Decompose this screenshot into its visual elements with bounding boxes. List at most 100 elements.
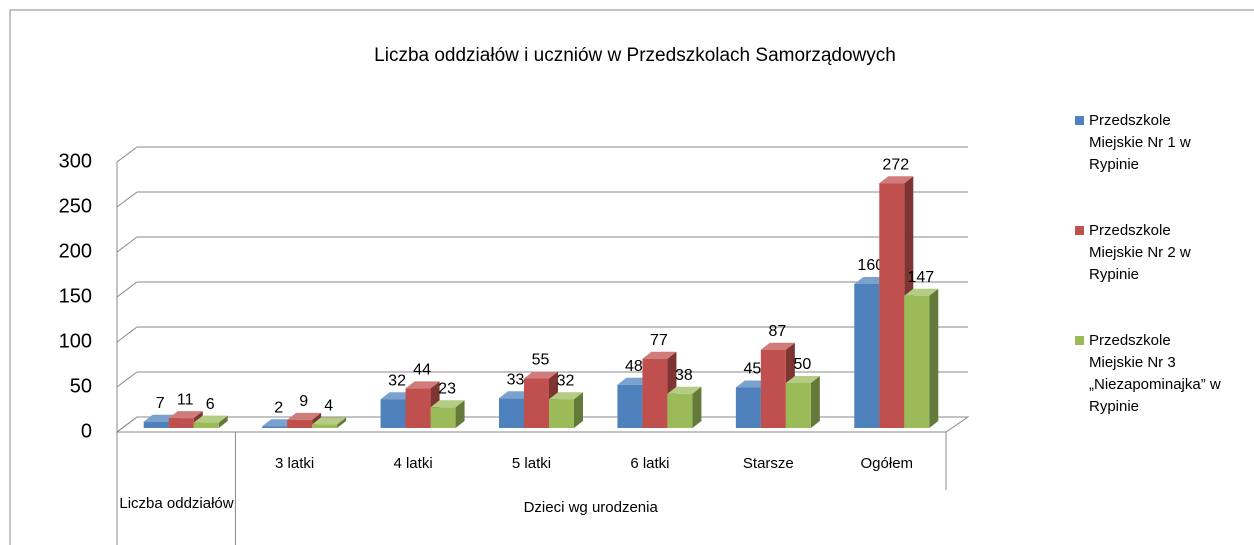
bar-side	[692, 386, 702, 428]
category-label: 3 latki	[275, 455, 314, 472]
bar-front	[854, 284, 880, 428]
legend-swatch	[1075, 336, 1084, 345]
bar-front	[617, 384, 643, 428]
value-label: 38	[675, 367, 693, 384]
value-label: 48	[625, 358, 643, 375]
bar-front	[735, 387, 761, 428]
group-label: Dzieci wg urodzenia	[524, 499, 659, 516]
bar-top	[168, 411, 203, 419]
value-label: 77	[650, 332, 668, 349]
value-label: 11	[177, 391, 194, 408]
value-label: 44	[413, 362, 431, 379]
bar-top	[760, 342, 795, 350]
legend-entry: Przedszkole Miejskie Nr 3 „Niezapominajk…	[1075, 330, 1245, 415]
bar-front	[499, 398, 524, 428]
bar-front	[312, 424, 338, 428]
value-label: 23	[438, 381, 456, 398]
y-tick-label: 150	[59, 285, 92, 307]
value-label: 9	[299, 393, 308, 410]
y-tick-label: 250	[59, 195, 92, 217]
category-label: Starsze	[743, 455, 794, 472]
bar-top	[667, 386, 702, 394]
value-label: 32	[388, 372, 406, 389]
category-label: 5 latki	[512, 455, 551, 472]
bar-side	[218, 415, 228, 428]
category-label: Ogółem	[861, 455, 914, 472]
bar-front	[549, 399, 574, 428]
y-tick-label: 300	[59, 150, 92, 172]
bar-side	[929, 288, 939, 428]
bar-front	[785, 383, 811, 428]
value-label: 33	[507, 372, 525, 389]
value-label: 45	[743, 361, 761, 378]
value-label: 50	[793, 356, 811, 373]
value-label: 147	[907, 269, 934, 286]
bar-front	[168, 418, 194, 428]
value-label: 32	[557, 372, 575, 389]
bar-top	[193, 415, 228, 423]
bar	[785, 376, 820, 428]
bar-front	[667, 393, 693, 428]
bar-top	[904, 288, 939, 296]
bar-front	[143, 421, 169, 428]
value-label: 272	[882, 156, 909, 173]
value-label: 160	[857, 257, 884, 274]
legend-swatch	[1075, 226, 1084, 235]
bar-top	[549, 392, 583, 400]
bar-front	[430, 407, 456, 428]
grid-line	[116, 281, 138, 298]
y-tick-label: 0	[81, 420, 92, 442]
value-label: 2	[274, 399, 283, 416]
value-label: 6	[206, 396, 215, 413]
value-label: 4	[324, 398, 333, 415]
grid-line	[116, 146, 138, 163]
legend-entry: Przedszkole Miejskie Nr 2 w Rypinie	[1075, 220, 1245, 283]
bar	[312, 417, 347, 428]
value-label: 87	[768, 323, 786, 340]
bar-front	[193, 422, 219, 428]
y-tick-label: 200	[59, 240, 92, 262]
legend-text: Przedszkole Miejskie Nr 2 w Rypinie	[1089, 222, 1191, 283]
chart-title: Liczba oddziałów i uczniów w Przedszkola…	[374, 45, 896, 66]
category-label: 4 latki	[393, 455, 432, 472]
bar	[904, 288, 939, 428]
bar-front	[287, 419, 313, 428]
bar-front	[642, 358, 668, 428]
bar-front	[405, 388, 431, 428]
bar-side	[455, 400, 465, 428]
bar-top	[405, 381, 440, 389]
bar-front	[524, 378, 549, 428]
bar	[549, 392, 583, 428]
bar-side	[337, 417, 347, 428]
bar-top	[524, 371, 558, 379]
grid-line	[116, 326, 138, 343]
bar	[430, 400, 465, 428]
grid-line	[116, 236, 138, 253]
legend-swatch	[1075, 116, 1084, 125]
bar-front	[879, 183, 905, 428]
category-label: Liczba oddziałów	[119, 495, 234, 512]
category-label: 6 latki	[630, 455, 669, 472]
bar-top	[879, 176, 914, 184]
grid-line	[116, 371, 138, 388]
y-tick-label: 50	[70, 375, 92, 397]
chart-border	[9, 9, 1254, 545]
y-tick-label: 100	[59, 330, 92, 352]
bar-front	[760, 349, 786, 428]
bar	[667, 386, 702, 428]
bar-side	[810, 376, 820, 428]
value-label: 55	[532, 352, 550, 369]
bar	[193, 415, 228, 428]
value-label: 7	[156, 395, 165, 412]
bar-top	[785, 376, 820, 383]
bar-front	[904, 295, 930, 428]
legend-entry: Przedszkole Miejskie Nr 1 w Rypinie	[1075, 110, 1245, 173]
bar-top	[642, 351, 677, 359]
bar-front	[380, 399, 406, 428]
bar-top	[287, 412, 322, 420]
bar-top	[312, 417, 347, 425]
bar-front	[262, 426, 288, 428]
grid-line	[116, 416, 138, 433]
